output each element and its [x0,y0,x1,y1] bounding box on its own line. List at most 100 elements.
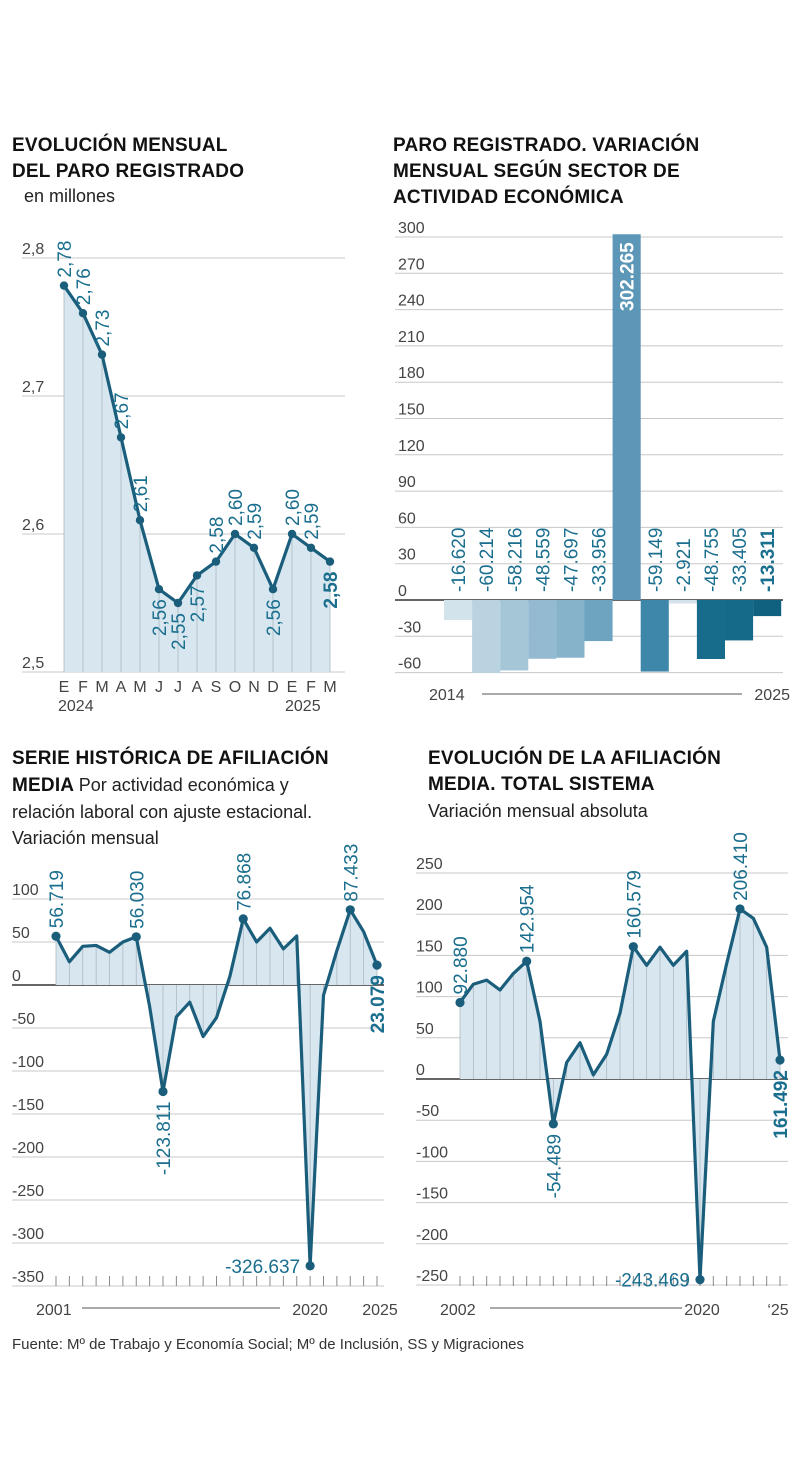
area-fill [64,285,330,672]
data-point [287,529,297,539]
series-line [54,908,379,1268]
data-point [305,1261,315,1271]
x-year-label: 2014 [429,687,465,704]
x-year-label: 2020 [684,1302,720,1319]
y-tick-label: 100 [12,882,39,899]
x-tick-label: M [95,679,108,696]
y-tick-label: 50 [12,925,30,942]
bar [528,600,557,659]
data-point [173,598,183,608]
data-point [131,932,141,942]
data-point [238,914,248,924]
data-label: 2,61 [131,475,152,512]
data-label: 87.433 [341,844,362,902]
x-tick-label: O [229,679,241,696]
data-point [78,309,88,318]
afiliacion-total-header: EVOLUCIÓN DE LA AFILIACIÓN MEDIA. TOTAL … [428,746,721,824]
data-point [249,543,259,552]
data-label: 2,58 [207,517,228,554]
data-label: 160.579 [624,870,645,939]
data-point [59,281,69,290]
data-label: 142.954 [518,884,539,953]
y-tick-label: 100 [416,980,443,997]
data-label: -48.559 [533,528,554,592]
x-tick-label: A [192,679,203,696]
data-label: 2,67 [112,392,133,429]
y-tick-label: -50 [12,1011,35,1028]
x-year-label: 2025 [285,698,321,715]
area-fill [56,909,377,1266]
x-tick-label: J [174,679,182,696]
data-label: -13.311 [758,528,779,592]
data-label: 161.492 [771,1070,792,1139]
data-label: -16.620 [449,528,470,592]
x-tick-label: F [78,679,88,696]
x-year-label: 2024 [58,698,94,715]
data-label: 206.410 [731,832,752,901]
x-tick-label: A [116,679,127,696]
data-point [735,904,745,914]
y-tick-label: -300 [12,1226,44,1243]
data-label: 2,56 [264,599,285,636]
data-label: 23.079 [368,975,389,1033]
data-label: 2,58 [321,572,342,609]
x-tick-label: E [59,679,70,696]
bar [612,234,641,601]
data-label: 2,59 [302,503,323,540]
data-label: 2,55 [169,613,190,650]
bar [753,600,782,617]
bar [556,600,585,658]
data-label: -47.697 [561,528,582,592]
x-tick-label: N [248,679,260,696]
data-point [325,557,335,566]
y-tick-label: -350 [12,1269,44,1286]
data-point [345,905,355,915]
y-tick-label: 30 [398,547,416,564]
data-point [548,1119,558,1129]
source-note: Fuente: Mº de Trabajo y Economía Social;… [12,1336,525,1353]
data-point [522,956,532,966]
data-label: -33.405 [730,528,751,592]
y-tick-label: -150 [12,1097,44,1114]
afiliacion-historica-header: SERIE HISTÓRICA DE AFILIACIÓN MEDIA Por … [12,746,329,851]
y-tick-label: 200 [416,897,443,914]
chart-title: MEDIA. TOTAL SISTEMA [428,774,655,795]
chart-title: MEDIA [12,775,75,796]
y-tick-label: -250 [416,1268,448,1285]
data-label: -48.755 [702,528,723,592]
data-label: 56.030 [127,871,148,929]
chart-title: ACTIVIDAD ECONÓMICA [393,187,624,208]
y-tick-label: 300 [398,220,425,237]
chart-subtitle: Variación mensual [12,828,159,848]
y-tick-label: 270 [398,256,425,273]
data-label: -60.214 [477,527,498,592]
y-tick-label: 2,6 [22,517,44,534]
y-tick-label: 0 [398,583,407,600]
y-tick-label: 2,5 [22,655,44,672]
data-label: 92.880 [451,936,472,994]
data-label: -33.956 [590,528,611,592]
data-point [192,571,202,580]
y-tick-label: -30 [398,619,421,636]
data-point [230,529,240,539]
data-label: 2,60 [283,489,304,526]
chart-title: MENSUAL SEGÚN SECTOR DE [393,161,680,182]
data-label: 302.265 [618,242,639,311]
y-tick-label: -250 [12,1183,44,1200]
data-point [211,557,221,566]
bar [500,600,529,671]
bar [668,600,697,604]
data-point [116,433,126,442]
data-point [695,1275,705,1285]
x-year-label: 2025 [362,1302,398,1319]
y-tick-label: -200 [416,1227,448,1244]
data-label: 56.719 [47,870,68,928]
y-tick-label: 150 [416,938,443,955]
y-tick-label: 60 [398,510,416,527]
data-label: 2,56 [150,599,171,636]
y-tick-label: 90 [398,474,416,491]
x-tick-label: M [323,679,336,696]
